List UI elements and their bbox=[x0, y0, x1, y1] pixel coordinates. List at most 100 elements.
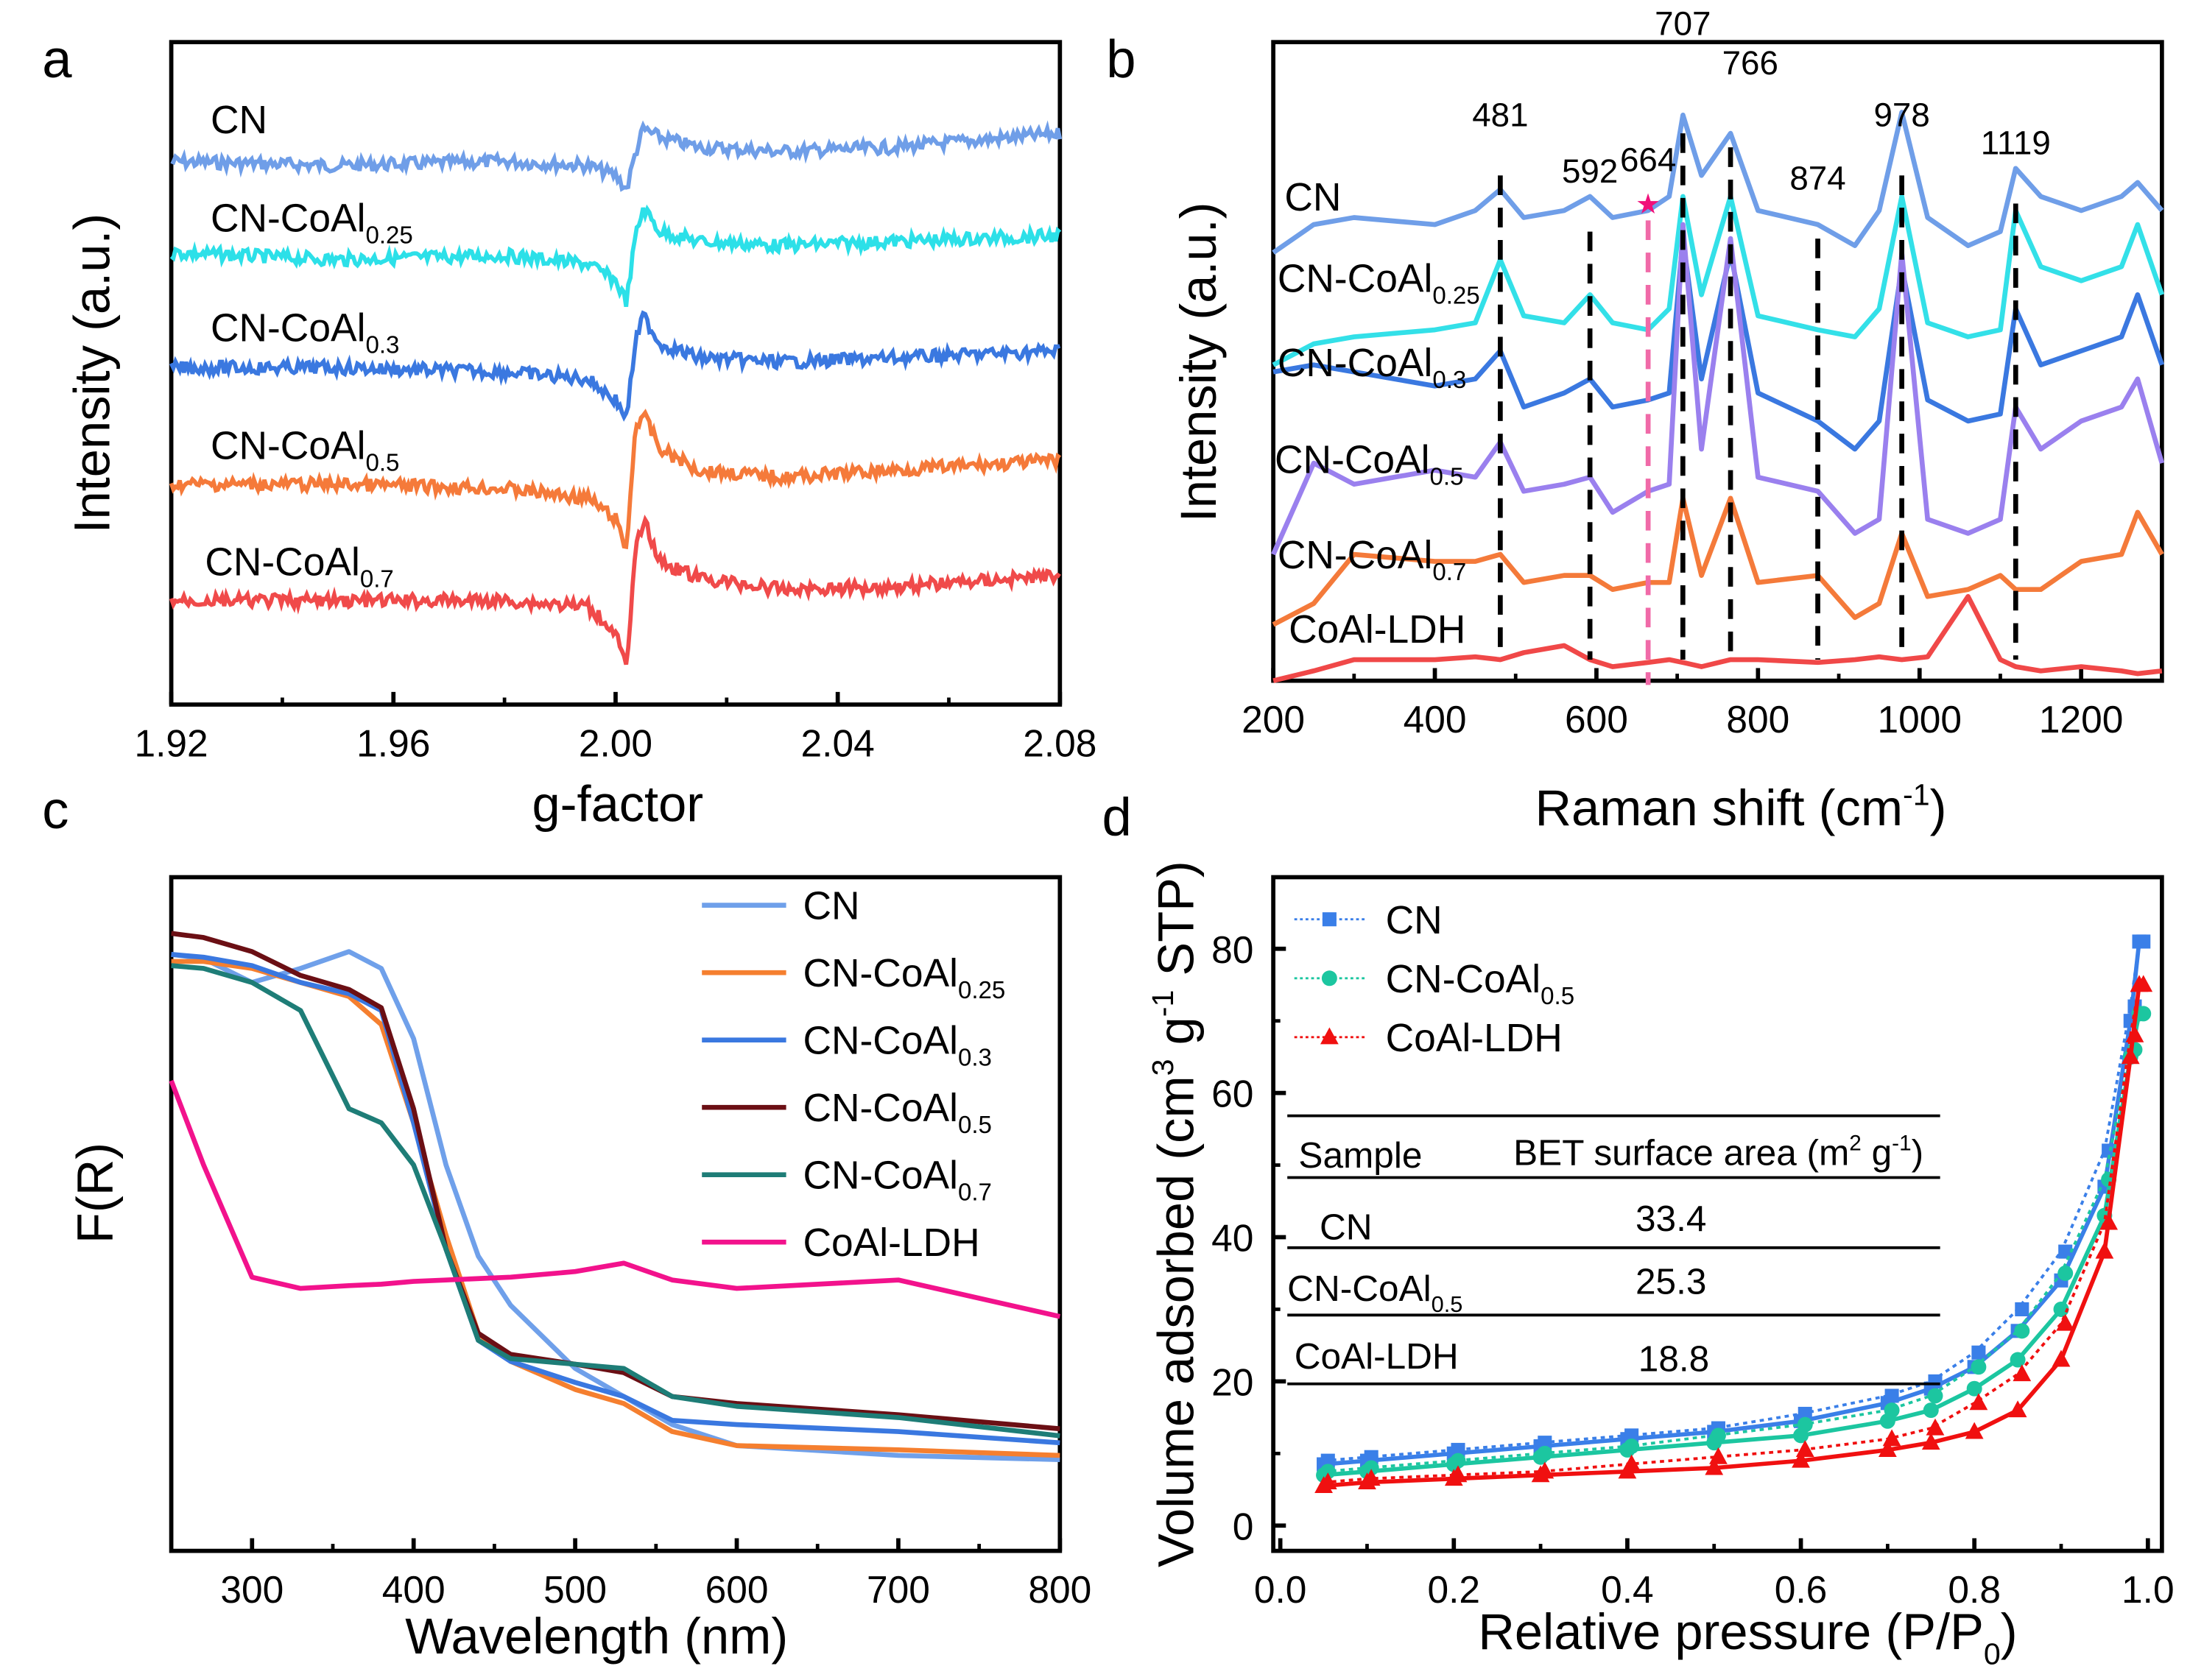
series-line bbox=[1272, 110, 2164, 255]
data-point bbox=[1364, 1450, 1379, 1464]
text-part: 0.5 bbox=[1432, 1291, 1463, 1317]
peak-label: 707 bbox=[1655, 5, 1711, 43]
bet-table: Sample BET surface area (m2 g-1) CN 33.4 CN-… bbox=[1287, 1114, 1940, 1386]
data-point bbox=[2095, 1241, 2114, 1259]
series-label: CoAl-LDH bbox=[1289, 608, 1465, 652]
table-row: CoAl-LDH 18.8 bbox=[1295, 1335, 1710, 1380]
data-point bbox=[2136, 934, 2151, 949]
series-label: CN-CoAl0.3 bbox=[211, 306, 399, 359]
x-tick-label: 400 bbox=[1404, 698, 1467, 741]
peak-label: 481 bbox=[1472, 96, 1528, 134]
data-point bbox=[1966, 1380, 1982, 1397]
y-tick-label: 20 bbox=[1211, 1360, 1253, 1403]
data-point bbox=[1969, 1393, 1988, 1411]
data-point bbox=[1624, 1428, 1639, 1443]
text-part: CN-CoAl bbox=[803, 952, 958, 995]
data-point bbox=[1792, 1450, 1810, 1468]
text-part: CN-CoAl bbox=[1287, 1268, 1431, 1309]
text-part: 0.5 bbox=[365, 449, 399, 476]
text-part: Volume adsorbed (cm bbox=[1147, 1076, 1204, 1567]
table-cell-sample: CN bbox=[1320, 1206, 1373, 1247]
data-point bbox=[1965, 1422, 1984, 1439]
text-part: CN-CoAl bbox=[1275, 438, 1430, 481]
text-part: 0.25 bbox=[1432, 283, 1479, 310]
x-tick-label: 200 bbox=[1242, 698, 1305, 741]
data-point bbox=[1451, 1442, 1465, 1457]
x-tick-label: 2.04 bbox=[801, 722, 875, 765]
star-icon: ★ bbox=[1636, 188, 1661, 220]
text-part: 0.5 bbox=[958, 1112, 992, 1139]
data-point bbox=[1537, 1445, 1553, 1461]
text-part: CoAl-LDH bbox=[803, 1221, 979, 1265]
data-point bbox=[2121, 1047, 2140, 1065]
legend-label: CN-CoAl0.25 bbox=[803, 952, 1005, 1004]
data-point bbox=[1450, 1453, 1466, 1469]
panel-b: b 200 400 600 800 1000 1200 Raman shift (cm-1) I… bbox=[1106, 5, 2165, 836]
data-point bbox=[2015, 1302, 2029, 1316]
series-label: CN-CoAl0.25 bbox=[1278, 258, 1480, 310]
data-point bbox=[1710, 1427, 1726, 1444]
text-part: 0.7 bbox=[958, 1179, 992, 1207]
x-axis-label: g-factor bbox=[532, 775, 703, 832]
peak-label: 874 bbox=[1789, 159, 1845, 197]
x-tick-label: 1.92 bbox=[134, 722, 208, 765]
data-point bbox=[2125, 1025, 2144, 1042]
text-part: CN bbox=[1284, 176, 1341, 219]
peak-label: 592 bbox=[1562, 152, 1618, 190]
series-line bbox=[1272, 593, 2163, 683]
panel-c: c 300 400 500 600 700 800 Wavelength (nm) F(R) CN… bbox=[42, 780, 1091, 1665]
text-part: g bbox=[1862, 1132, 1892, 1173]
legend-label: CoAl-LDH bbox=[1386, 1017, 1563, 1060]
legend-label: CN-CoAl0.5 bbox=[1386, 958, 1574, 1010]
x-tick-label: 400 bbox=[382, 1568, 446, 1611]
text-part: CN-CoAl bbox=[211, 306, 366, 350]
peak-label: 664 bbox=[1620, 141, 1676, 179]
y-axis-label: Intensity (a.u.) bbox=[64, 213, 121, 534]
x-tick-label: 600 bbox=[1565, 698, 1628, 741]
series-label: CN-CoAl0.7 bbox=[205, 541, 393, 593]
text-part: CN bbox=[1386, 899, 1443, 942]
text-part: 0.25 bbox=[958, 977, 1005, 1004]
data-point bbox=[1884, 1402, 1900, 1419]
legend-label: CoAl-LDH bbox=[803, 1221, 979, 1265]
y-axis-label: F(R) bbox=[67, 1143, 124, 1243]
series-line bbox=[169, 409, 1062, 550]
panel-letter: a bbox=[42, 29, 72, 89]
x-tick-label: 0.0 bbox=[1254, 1568, 1307, 1611]
data-point bbox=[1362, 1469, 1381, 1486]
x-tick-label: 1.0 bbox=[2122, 1568, 2175, 1611]
table-row: CN-CoAl0.5 25.3 bbox=[1287, 1261, 1706, 1317]
x-axis-label: Wavelength (nm) bbox=[405, 1608, 788, 1665]
text-part: CN bbox=[211, 99, 267, 142]
x-tick-label: 300 bbox=[220, 1568, 284, 1611]
legend-label: CN bbox=[1386, 899, 1443, 942]
data-point bbox=[2058, 1244, 2073, 1259]
y-tick-label: 80 bbox=[1211, 928, 1253, 971]
series-line bbox=[169, 204, 1062, 307]
data-point bbox=[1318, 1472, 1337, 1490]
text-part: CoAl-LDH bbox=[1295, 1335, 1459, 1377]
text-part: g bbox=[1147, 1017, 1204, 1059]
series-label: CN bbox=[1284, 176, 1341, 219]
series-line bbox=[169, 1079, 1061, 1319]
text-part: CoAl-LDH bbox=[1386, 1017, 1563, 1060]
data-point bbox=[1797, 1416, 1813, 1433]
legend-label: CN bbox=[803, 885, 859, 928]
x-tick-label: 800 bbox=[1028, 1568, 1091, 1611]
x-tick-label: 700 bbox=[867, 1568, 930, 1611]
table-cell-bet: 33.4 bbox=[1636, 1198, 1706, 1239]
data-point bbox=[1448, 1465, 1468, 1483]
x-tick-label: 2.00 bbox=[579, 722, 652, 765]
data-point bbox=[2013, 1364, 2032, 1382]
table-cell-sample: CoAl-LDH bbox=[1295, 1335, 1459, 1377]
x-tick-label: 0.4 bbox=[1601, 1568, 1654, 1611]
text-part: 0.3 bbox=[958, 1045, 992, 1072]
data-point bbox=[1538, 1436, 1552, 1450]
data-point bbox=[1320, 1453, 1335, 1468]
y-axis-label: Intensity (a.u.) bbox=[1170, 202, 1227, 522]
data-point bbox=[1705, 1458, 1724, 1475]
legend-marker bbox=[1320, 1027, 1339, 1045]
data-point bbox=[1320, 1464, 1336, 1480]
